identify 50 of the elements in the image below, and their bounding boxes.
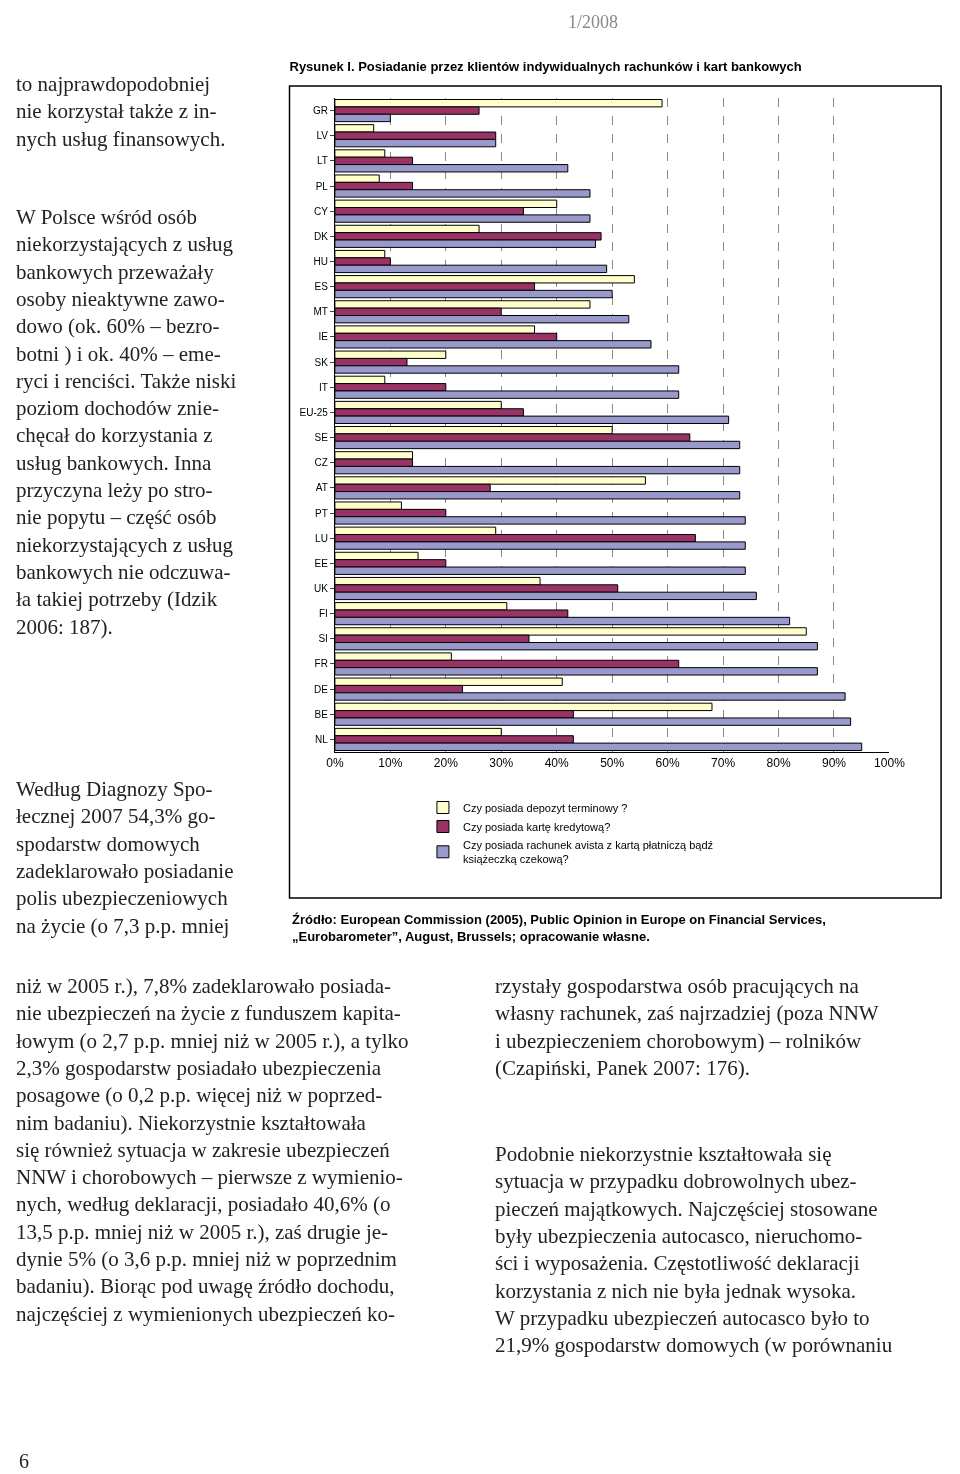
legend-label: Czy posiada rachunek avista z kartą płatniczą bądź książeczką czekową? — [462, 838, 714, 866]
y-tick-label: AT — [315, 482, 328, 494]
chart-title: Rysunek I. Posiadanie przez klientów indywidualnych rachunków i kart bankowych — [289, 59, 802, 75]
x-tick-label: 60% — [655, 756, 680, 771]
text: Według Diagnozy Spo- łecznej 2007 54,3% go- spodarstw domowych zadeklarowało posiadanie polis ubezpieczeniowych na życie (o 7,3 p.p. mniej — [16, 777, 234, 938]
y-tick-label: IE — [318, 331, 329, 343]
text: niż w 2005 r.), 7,8% zadeklarowało posiada- nie ubezpieczeń na życie z funduszem kapita- łowym (o 2,7 p.p. mniej niż w 2005 r.), a tylko 2,3% gospodarstw posiadało ubezpieczenia posagowe (o 0,2 p.p. więcej niż w poprzed- nim badaniu). Niekorzystnie kształtowała się również sytuacja w zakresie ubezpieczeń NNW i chorobowych – pierwsze z wymienio- nych, według deklaracji, posiadało 40,6% (o 13,5 p.p. mniej niż w 2005 r.), zaś drugie je- dynie 5% (o 3,6 p.p. mniej niż w poprzednim badaniu). Biorąc pod uwagę źródło dochodu, najczęściej z wymienionych ubezpieczeń ko- — [16, 974, 409, 1326]
y-tick-label: BE — [314, 708, 329, 720]
legend-label: Czy posiada kartę kredytową? — [462, 820, 611, 833]
y-tick-label: FR — [314, 658, 328, 670]
legend-label: Czy posiada depozyt terminowy ? — [462, 801, 628, 814]
text: to najprawdopodobniej nie korzystał także z in- nych usług finansowych. — [16, 72, 226, 151]
y-tick-label: EU-25 — [299, 406, 329, 418]
y-tick-label: HU — [313, 256, 328, 267]
y-tick-label: SK — [314, 356, 329, 368]
y-tick-label: SE — [314, 432, 329, 444]
y-tick-label: FI — [319, 608, 328, 620]
y-tick-label: DE — [313, 683, 329, 695]
text: Źródło: European Commission (2005), Public Opinion in Europe on Financial Services, „Eurobarometer”, August, Brussels; opracowanie własne. — [292, 912, 826, 944]
x-tick-label: 20% — [433, 756, 459, 771]
y-tick-label: SI — [318, 633, 328, 645]
y-tick-label: PT — [315, 507, 328, 519]
y-tick-label: CY — [313, 205, 329, 217]
y-tick-label: LV — [316, 130, 329, 142]
y-tick-label: MT — [313, 306, 328, 318]
y-tick-label: LU — [315, 532, 328, 544]
y-tick-label: CZ — [314, 457, 328, 469]
text: Podobnie niekorzystnie kształtowała się sytuacja w przypadku dobrowolnych ubez- pieczeń majątkowych. Najczęściej stosowane były ubezpieczenia autocasco, nieruchomo- ści i wyposażenia. Częstotliwość deklaracji korzystania z nich nie była jednak wysoka. W przypadku ubezpieczeń autocasco było to 21,9% gospodarstw domowych (w porównaniu — [495, 1142, 893, 1358]
text: 1/2008 — [568, 12, 619, 32]
x-tick-label: 90% — [821, 756, 847, 771]
x-tick-label: 10% — [378, 756, 403, 771]
y-tick-label: ES — [314, 281, 329, 293]
text: W Polsce wśród osób niekorzystających z usług bankowych przeważały osoby nieaktywne zawo- dowo (ok. 60% – bezro- botni ) i ok. 40% – eme- ryci i renciści. Także niski poziom dochodów znie- chęcał do korzystania z usług bankowych. Inna przyczyna leży po stro- nie popytu – część osób niekorzystających z usług bankowych nie odczuwa- ła takiej potrzeby (Idzik 2006: 187). — [16, 205, 237, 639]
y-tick-label: DK — [313, 230, 329, 242]
x-tick-label: 50% — [600, 756, 625, 771]
y-tick-label: LT — [316, 155, 328, 167]
x-tick-label: 30% — [489, 756, 514, 771]
x-tick-label: 80% — [766, 756, 791, 771]
y-tick-label: NL — [315, 733, 329, 745]
y-tick-label: UK — [313, 583, 329, 594]
text: 6 — [19, 1450, 29, 1472]
text: rzystały gospodarstwa osób pracujących na własny rachunek, zaś najrzadziej (poza NNW i ubezpieczeniem chorobowym) – rolników (Czapiński, Panek 2007: 176). — [495, 974, 879, 1080]
y-tick-label: EE — [314, 557, 329, 569]
y-tick-label: GR — [312, 105, 328, 117]
y-tick-label: IT — [319, 381, 328, 393]
y-tick-label: PL — [315, 180, 329, 192]
x-tick-label: 70% — [711, 756, 736, 771]
x-tick-label: 100% — [874, 756, 906, 771]
x-tick-label: 0% — [326, 756, 344, 771]
x-tick-label: 40% — [544, 756, 570, 771]
